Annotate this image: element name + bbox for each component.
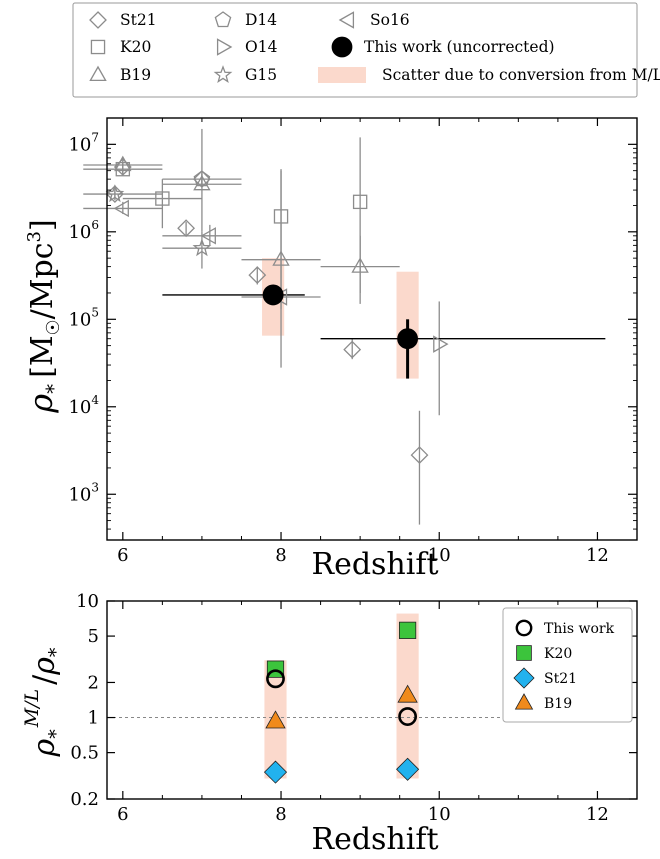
- top-ytick-label: 105: [68, 305, 99, 330]
- st21-marker: [113, 158, 132, 176]
- legend-bottom-b19-label: B19: [544, 696, 572, 712]
- legend-bottom-this-work-label: This work: [544, 621, 615, 637]
- o14-marker: [433, 335, 449, 353]
- this-work-uncorrected-marker: [397, 328, 418, 350]
- legend-top-st21-marker: [89, 11, 107, 29]
- legend-top-so16-label: So16: [370, 11, 410, 29]
- k20-marker: [398, 621, 417, 639]
- bottom-ytick-label: 10: [76, 591, 99, 612]
- b19-marker: [114, 155, 132, 172]
- legend-top-b19-marker: [89, 65, 107, 82]
- legend-top-g15-label: G15: [245, 66, 277, 84]
- st21-marker: [263, 760, 288, 784]
- bottom-ytick-label: 0.2: [70, 789, 99, 810]
- top-xtick-label: 12: [586, 545, 609, 566]
- b19-marker: [397, 684, 418, 703]
- legend-top-band-swatch: [318, 67, 366, 83]
- st21-marker: [177, 219, 196, 238]
- bottom-xtick-label: 10: [428, 804, 451, 825]
- st21-marker: [343, 340, 362, 359]
- legend-bottom-k20-marker: [516, 645, 532, 661]
- st21-marker: [410, 446, 429, 465]
- top-ytick-label: 107: [68, 130, 99, 155]
- legend-bottom-st21-marker: [513, 667, 535, 689]
- bottom-ytick-label: 1: [88, 708, 99, 729]
- bottom-xlabel: Redshift: [311, 822, 438, 857]
- g15-marker: [192, 238, 212, 257]
- g15-marker: [105, 184, 125, 203]
- top-xtick-label: 8: [275, 545, 286, 566]
- d14-marker: [193, 170, 211, 187]
- bottom-ytick-label: 5: [88, 626, 99, 647]
- bottom-axes-frame: [106, 600, 638, 800]
- legend-top-k20-marker: [90, 39, 106, 55]
- legend-top-st21-label: St21: [120, 11, 157, 29]
- top-xtick-label: 6: [117, 545, 128, 566]
- legend-top-o14-label: O14: [245, 38, 278, 56]
- top-xlabel: Redshift: [311, 547, 438, 582]
- k20-marker: [273, 209, 289, 224]
- st21-marker: [192, 170, 211, 189]
- legend-top-o14-marker: [216, 38, 233, 56]
- bottom-ytick-label: 2: [88, 672, 99, 693]
- legend-top-b19-label: B19: [120, 66, 151, 84]
- legend-bottom-st21-label: St21: [544, 671, 577, 687]
- this-work-uncorrected-marker: [262, 284, 284, 306]
- legend-top-so16-marker: [338, 11, 355, 29]
- legend-top-d14-marker: [214, 11, 232, 28]
- panel-top: 6 8 10 12 103 104 105 106 107: [68, 117, 638, 566]
- this-work-marker: [398, 707, 417, 726]
- b19-marker: [351, 257, 369, 273]
- legend-bottom-this-work-marker: [515, 619, 533, 637]
- legend-top-d14-label: D14: [245, 11, 277, 29]
- legend-top: St21 K20 B19 D14 O14 G15 So16 This work (uncorr…: [72, 2, 660, 98]
- b19-marker: [193, 174, 211, 191]
- top-xtick-label: 10: [428, 545, 451, 566]
- legend-bottom-k20-label: K20: [544, 646, 572, 662]
- k20-marker: [155, 191, 170, 206]
- b19-marker: [272, 250, 290, 266]
- top-ylabel: ρ*[M☉/Mpc3]: [22, 219, 65, 413]
- k20-marker: [352, 194, 368, 210]
- bottom-ylabel: ρ*M/L/ρ*: [21, 647, 67, 757]
- b19-marker: [265, 710, 286, 729]
- so16-marker: [200, 227, 216, 245]
- legend-bottom-b19-marker: [514, 693, 534, 710]
- so16-marker: [113, 199, 129, 218]
- top-axes-frame: [106, 117, 638, 541]
- bottom-xtick-label: 12: [586, 804, 609, 825]
- bottom-ytick-label: 0.5: [70, 743, 99, 764]
- top-ytick-label: 104: [68, 393, 99, 418]
- legend-bottom: This work K20 St21 B19: [502, 607, 633, 723]
- top-ytick-label: 103: [68, 480, 99, 505]
- st21-marker: [248, 266, 267, 285]
- top-ytick-label: 106: [68, 218, 99, 243]
- st21-marker: [396, 757, 420, 781]
- bottom-xtick-label: 8: [275, 804, 286, 825]
- bottom-xtick-label: 6: [117, 804, 128, 825]
- this-work-marker: [266, 669, 285, 689]
- legend-top-this-work-uncorrected-marker: [331, 36, 353, 58]
- legend-top-this-work-uncorrected-label: This work (uncorrected): [364, 38, 555, 56]
- legend-top-scatter-due-to-conversion-from-m-l-label: Scatter due to conversion from M/L: [382, 66, 660, 84]
- legend-top-k20-label: K20: [120, 38, 151, 56]
- legend-top-g15-marker: [213, 65, 233, 83]
